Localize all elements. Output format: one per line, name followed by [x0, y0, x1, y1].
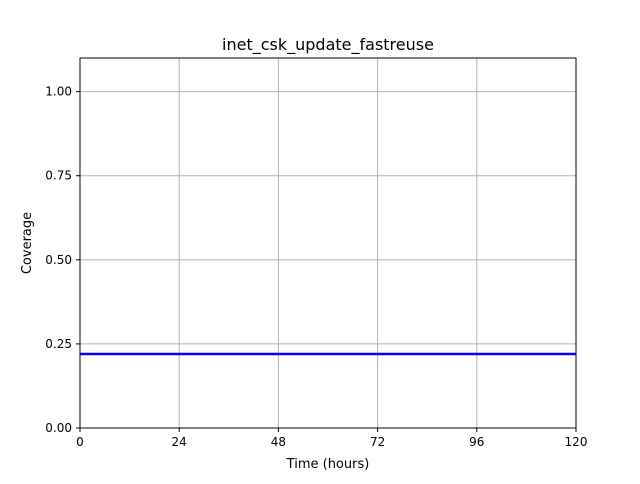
x-tick-label: 24 [172, 435, 187, 449]
y-tick-label: 0.75 [45, 169, 72, 183]
x-tick-label: 72 [370, 435, 385, 449]
x-tick-label: 96 [469, 435, 484, 449]
plot-area-frame [79, 57, 577, 429]
y-axis-label: Coverage [20, 212, 35, 274]
x-tick-label: 120 [565, 435, 588, 449]
x-tick-label: 0 [76, 435, 84, 449]
plot-area-background [80, 58, 576, 428]
x-tick-label: 48 [271, 435, 286, 449]
y-tick-label: 0.25 [45, 337, 72, 351]
x-axis-ticks: 0 24 48 72 96 120 [76, 428, 587, 449]
y-tick-label: 0.50 [45, 253, 72, 267]
grid-lines [79, 58, 577, 429]
y-axis-ticks: 0.00 0.25 0.50 0.75 1.00 [45, 85, 80, 435]
y-tick-label: 0.00 [45, 421, 72, 435]
x-axis-label: Time (hours) [286, 457, 370, 472]
y-tick-label: 1.00 [45, 85, 72, 99]
chart-title: inet_csk_update_fastreuse [222, 35, 434, 55]
